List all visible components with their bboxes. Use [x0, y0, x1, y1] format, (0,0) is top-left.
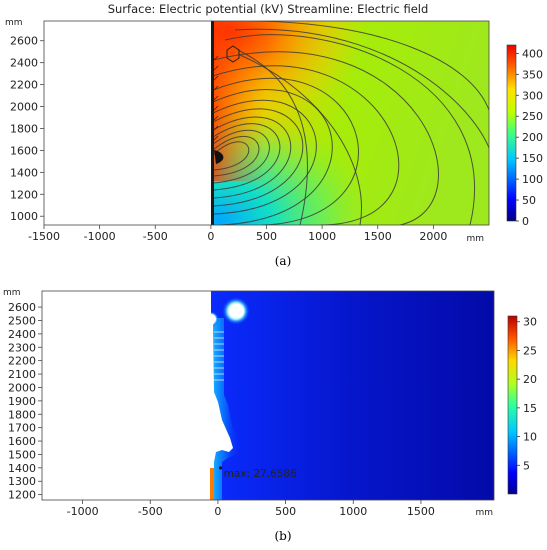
a-ytick-label: 1600 [10, 144, 38, 157]
a-xtick-label: 1000 [308, 230, 336, 243]
tower-body-a [211, 21, 214, 225]
b-cbtick-label: 15 [523, 402, 537, 415]
a-cbtick-label: 250 [522, 110, 543, 123]
colorbar-a [506, 44, 517, 222]
colorbar-b [507, 315, 518, 495]
a-cbtick-label: 200 [522, 131, 543, 144]
b-cbtick-label: 25 [523, 344, 537, 357]
y-unit-b: mm [3, 288, 21, 298]
x-unit-b: mm [475, 508, 493, 518]
axes-a: -1500 -1000 -500 0 500 1000 1500 2000 1000 1200 14… [10, 35, 447, 243]
b-ytick-label: 2200 [8, 355, 36, 368]
b-cbtick-label: 30 [523, 316, 537, 329]
a-xtick-label: 500 [256, 230, 277, 243]
colorbar-ticks-b: 5 10 15 20 25 30 [517, 316, 537, 472]
b-xtick-label: -500 [138, 505, 163, 518]
b-ytick-label: 1900 [8, 395, 36, 408]
b-cbtick-label: 20 [523, 373, 537, 386]
max-annotation: max: 27.6586 [224, 468, 297, 480]
b-ytick-label: 2500 [8, 314, 36, 327]
b-ytick-label: 1400 [8, 462, 36, 475]
a-xtick-label: 2000 [419, 230, 447, 243]
b-ytick-label: 1700 [8, 422, 36, 435]
conductor-marker [226, 45, 240, 63]
b-xtick-label: 0 [214, 505, 221, 518]
b-ytick-label: 1300 [8, 475, 36, 488]
b-ytick-label: 2400 [8, 328, 36, 341]
b-cbtick-label: 5 [523, 459, 530, 472]
max-marker [219, 466, 223, 470]
b-ytick-label: 2100 [8, 368, 36, 381]
hotspot-b [210, 468, 214, 500]
a-cbtick-label: 100 [522, 173, 543, 186]
a-cbtick-label: 150 [522, 152, 543, 165]
b-ytick-label: 1600 [8, 435, 36, 448]
electrode-tip-a [214, 150, 224, 164]
b-ytick-label: 2600 [8, 301, 36, 314]
b-ytick-label: 2000 [8, 381, 36, 394]
b-cbtick-label: 10 [523, 431, 537, 444]
a-xtick-label: 1500 [364, 230, 392, 243]
a-xtick-label: -1000 [84, 230, 116, 243]
a-cbtick-label: 400 [522, 47, 543, 60]
chart-title-a: Surface: Electric potential (kV) Streaml… [108, 2, 429, 16]
tower-grading-b [214, 331, 224, 381]
a-cbtick-label: 300 [522, 89, 543, 102]
colorbar-ticks-a: 0 50 100 150 200 250 300 350 400 [516, 47, 543, 228]
b-ytick-label: 2300 [8, 341, 36, 354]
a-cbtick-label: 0 [522, 215, 529, 228]
a-xtick-label: -500 [143, 230, 168, 243]
caption-a: (a) [275, 254, 292, 268]
a-cbtick-label: 50 [522, 194, 536, 207]
tower-grading-a [213, 55, 219, 141]
plot-area-a [43, 20, 490, 226]
field-streamlines [212, 21, 489, 225]
a-cbtick-label: 350 [522, 68, 543, 81]
potential-surface [211, 21, 489, 225]
b-xtick-label: 1000 [339, 505, 367, 518]
a-ytick-label: 2000 [10, 101, 38, 114]
caption-b: (b) [274, 529, 291, 543]
empty-region-b [42, 291, 209, 500]
a-xtick-label: 0 [207, 230, 214, 243]
tower-silhouette-b [209, 291, 233, 500]
field-surface [209, 291, 494, 500]
axes-b: -1000 -500 0 500 1000 15001200130014001500160… [8, 301, 435, 518]
b-ytick-label: 1800 [8, 408, 36, 421]
empty-region-a [44, 21, 211, 225]
x-unit-a: mm [466, 234, 484, 244]
b-ytick-label: 1200 [8, 489, 36, 502]
a-ytick-label: 1400 [10, 166, 38, 179]
a-ytick-label: 1200 [10, 188, 38, 201]
a-ytick-label: 1800 [10, 122, 38, 135]
plot-area-b [41, 290, 495, 501]
y-unit-a: mm [5, 18, 23, 28]
a-ytick-label: 1000 [10, 210, 38, 223]
a-ytick-label: 2400 [10, 57, 38, 70]
conductor-b [230, 304, 244, 318]
b-xtick-label: 1500 [407, 505, 435, 518]
b-ytick-label: 1500 [8, 448, 36, 461]
a-ytick-label: 2600 [10, 35, 38, 48]
b-xtick-label: -1000 [67, 505, 99, 518]
frame-b [41, 290, 495, 501]
a-xtick-label: -1500 [28, 230, 60, 243]
a-ytick-label: 2200 [10, 79, 38, 92]
b-xtick-label: 500 [275, 505, 296, 518]
tower-field-glow [209, 318, 240, 500]
